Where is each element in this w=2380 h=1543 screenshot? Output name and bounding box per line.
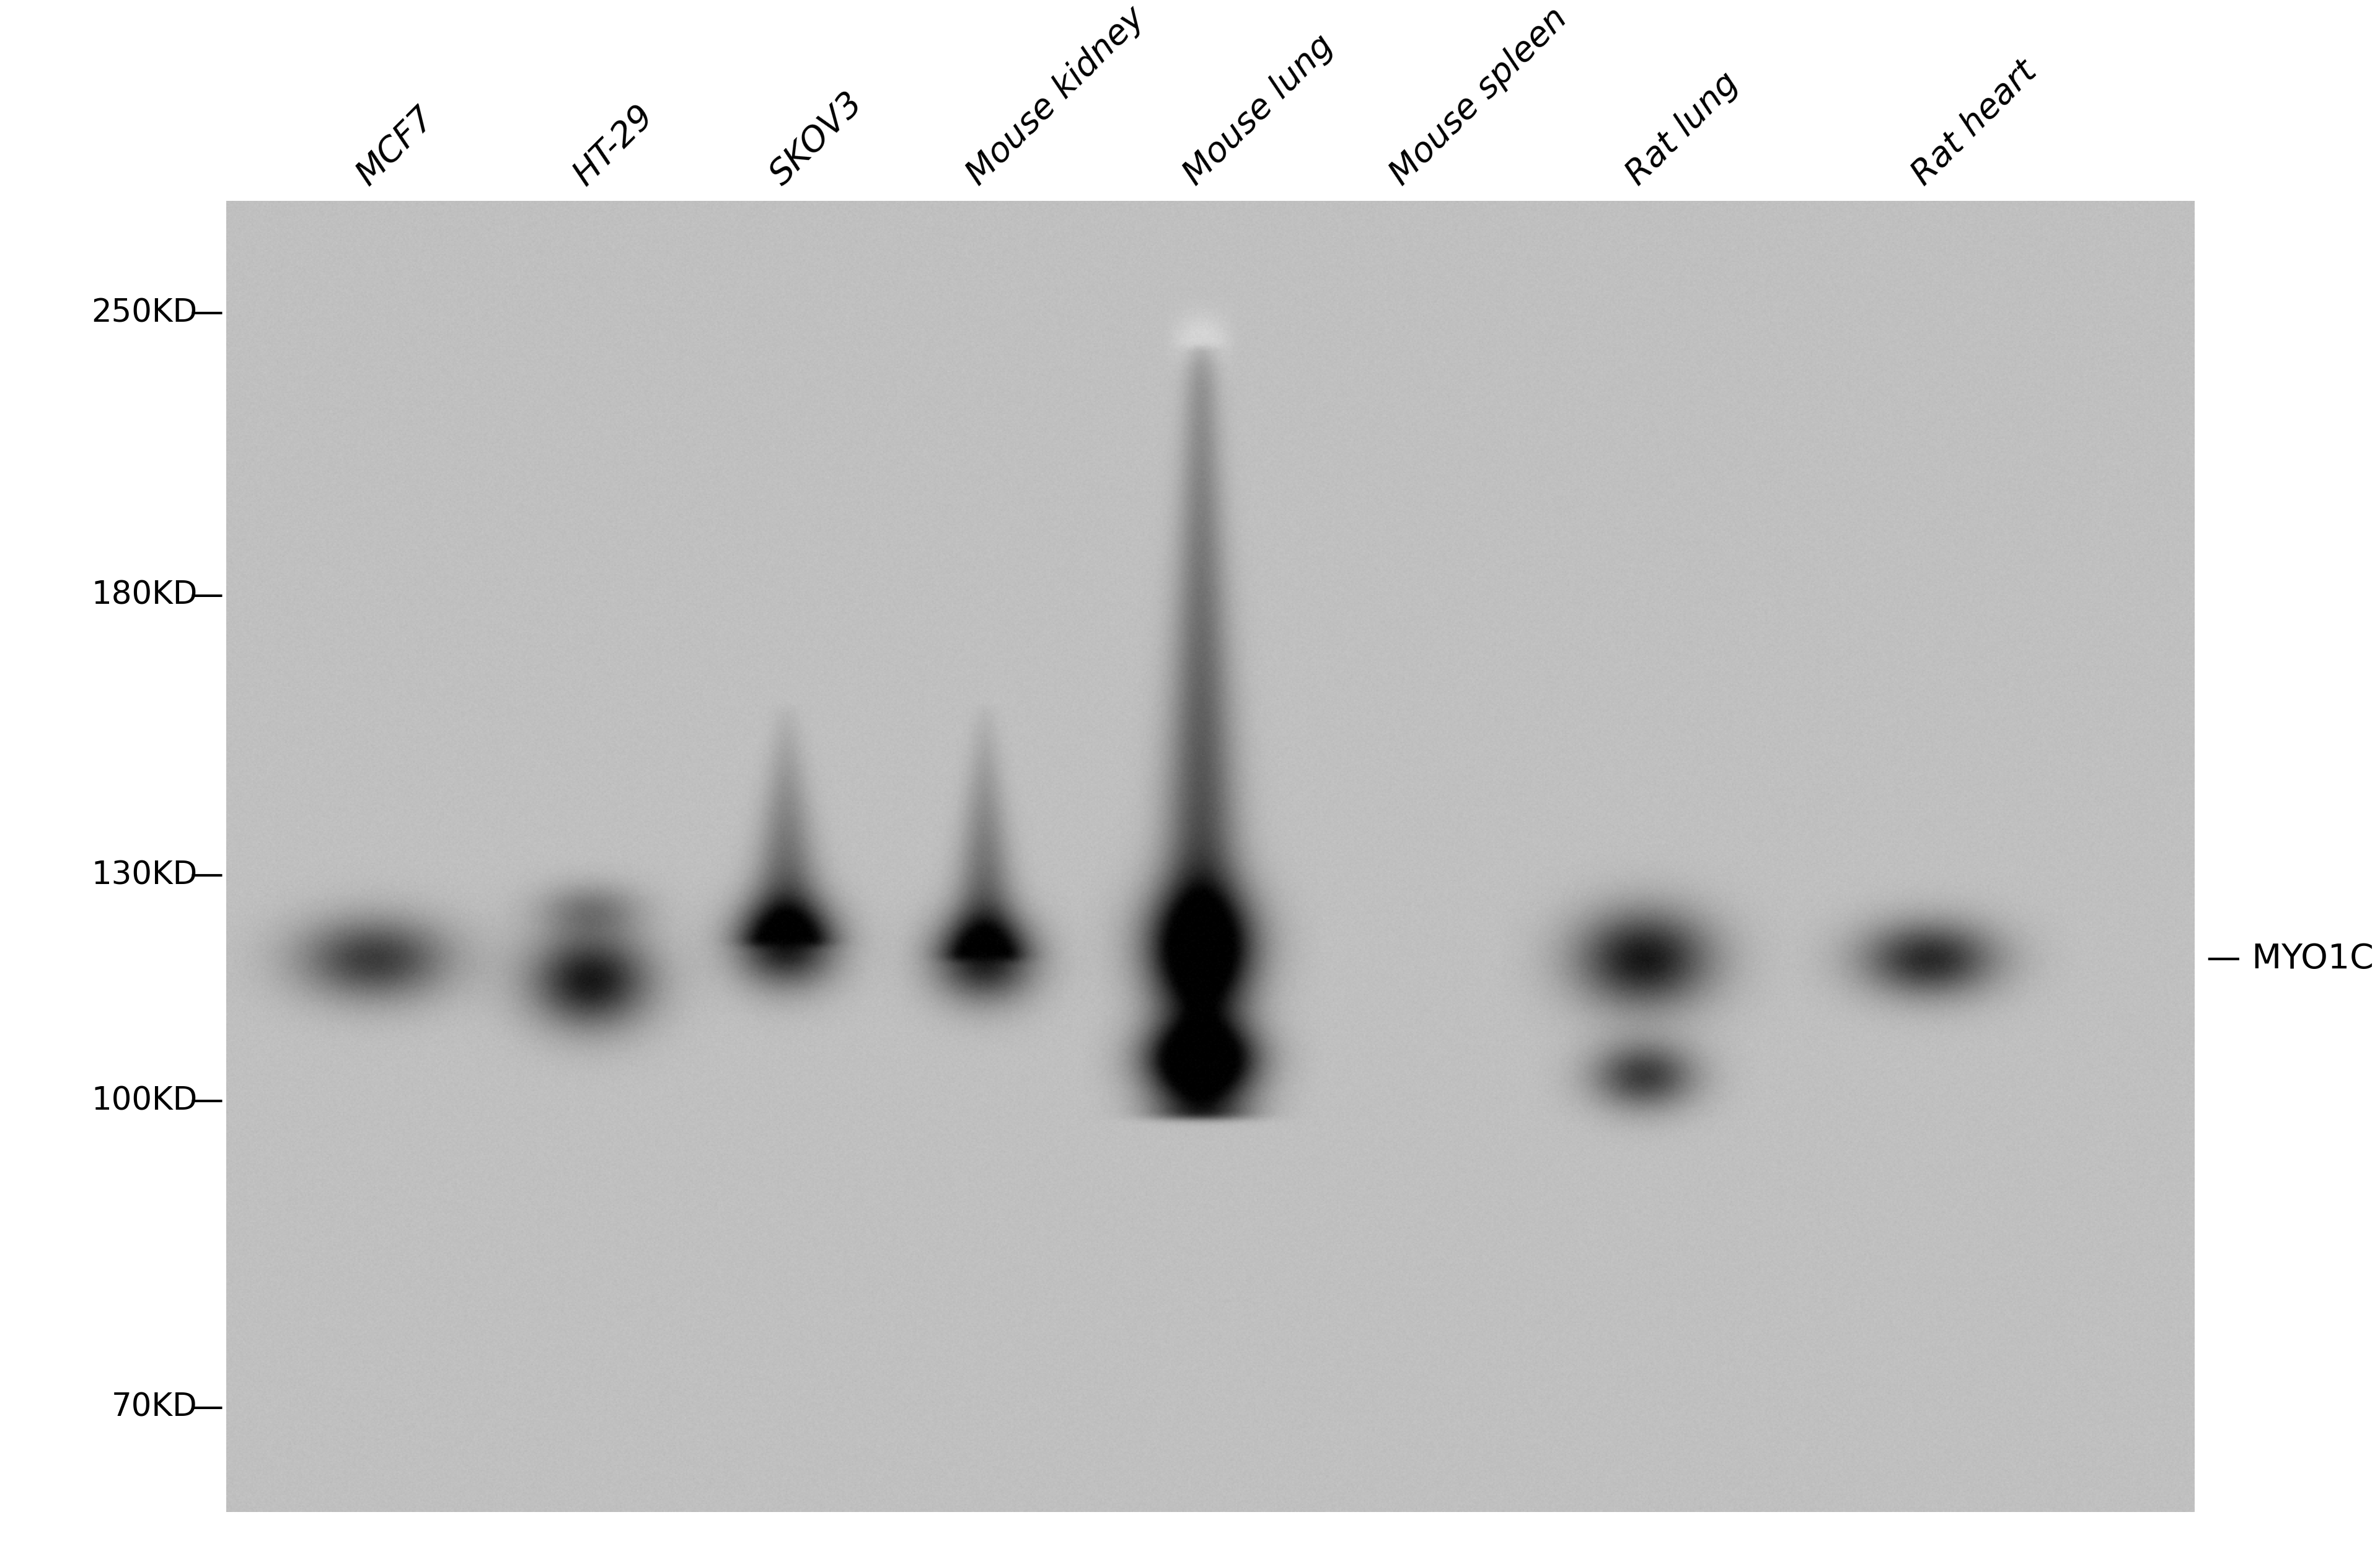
Text: 250KD: 250KD [90,298,198,329]
Text: —: — [190,1392,224,1424]
Text: HT-29: HT-29 [566,99,659,191]
Text: Mouse kidney: Mouse kidney [962,0,1152,191]
Text: Mouse spleen: Mouse spleen [1383,2,1573,191]
Text: —: — [190,298,224,329]
Text: MCF7: MCF7 [350,100,440,191]
Text: SKOV3: SKOV3 [764,86,869,191]
Text: 70KD: 70KD [112,1392,198,1423]
Text: —: — [190,859,224,892]
Text: Rat lung: Rat lung [1621,66,1745,191]
Text: Rat heart: Rat heart [1906,54,2042,191]
Text: 100KD: 100KD [90,1086,198,1117]
Text: —: — [190,1085,224,1117]
Text: 180KD: 180KD [90,580,198,611]
Text: Mouse lung: Mouse lung [1178,28,1340,191]
Text: 130KD: 130KD [90,859,198,890]
Text: — MYO1C: — MYO1C [2206,943,2373,975]
Text: —: — [190,580,224,613]
